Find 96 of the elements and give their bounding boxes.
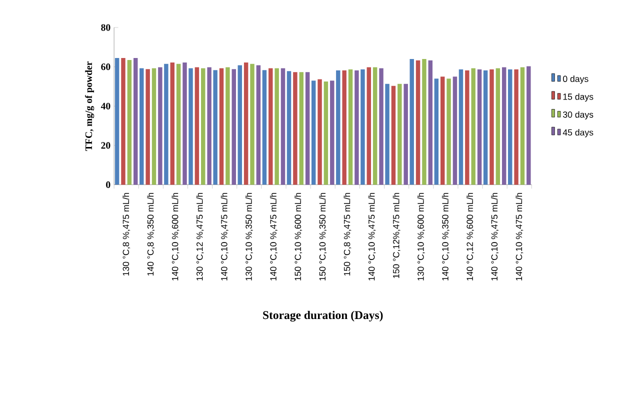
y-tick-label: 40 — [100, 102, 110, 110]
bar — [330, 80, 334, 185]
bar — [268, 68, 273, 185]
bar — [458, 69, 464, 185]
bar — [404, 84, 408, 185]
bar — [318, 79, 322, 185]
bar — [526, 66, 531, 185]
bar — [379, 68, 384, 185]
y-axis-title: TFC, mg/g of powder — [85, 62, 94, 151]
x-tick-label: 140 °C,10 %,600 mL/h — [172, 193, 180, 281]
bar — [452, 76, 458, 185]
bar — [520, 67, 525, 185]
legend-label: 30 days — [563, 111, 594, 120]
bar — [348, 69, 353, 185]
bar — [176, 64, 181, 185]
x-tick-label: 140 °C,12 %,600 mL/h — [466, 193, 474, 281]
bar — [366, 67, 372, 185]
x-tick-label: 140 °C,10 %,350 mL/h — [442, 193, 450, 281]
bar — [428, 60, 433, 185]
y-tick-label: 0 — [106, 182, 110, 188]
bar — [465, 70, 470, 185]
bar — [250, 64, 254, 185]
x-tick-label: 140 °C,10 %,475 mL/h — [270, 193, 278, 281]
x-tick-label: 140 °C,10 %,475 mL/h — [491, 193, 499, 281]
bar — [121, 58, 126, 185]
bar — [398, 84, 402, 185]
bar — [477, 69, 482, 185]
legend-label: 0 days — [563, 76, 588, 84]
bar — [274, 68, 279, 185]
bar — [146, 69, 150, 185]
y-tick-label: 80 — [101, 24, 110, 31]
bar — [496, 68, 500, 185]
legend-label: 15 days — [563, 93, 594, 102]
bar — [342, 70, 346, 185]
bar — [194, 67, 200, 185]
bar — [152, 68, 156, 185]
x-axis-title: Storage duration (Days) — [263, 310, 383, 322]
bar — [158, 67, 162, 185]
bar — [127, 60, 132, 185]
bar — [238, 65, 242, 185]
bar — [164, 64, 168, 185]
y-tick-label: 60 — [101, 64, 110, 70]
bar — [416, 60, 420, 185]
bar — [434, 78, 439, 185]
bar — [471, 68, 476, 185]
bar — [311, 80, 316, 185]
bar — [134, 58, 138, 185]
bar — [219, 68, 224, 185]
bar — [140, 68, 144, 185]
bar — [182, 62, 187, 185]
x-tick-label: 130 °C,10 %,350 mL/h — [245, 193, 253, 281]
bar — [256, 65, 261, 185]
bar — [508, 69, 512, 185]
bar — [483, 70, 488, 185]
bar — [372, 67, 378, 185]
bar — [490, 69, 494, 185]
bar — [286, 71, 292, 185]
x-tick-label: 130 °C,12 %,475 mL/h — [196, 193, 204, 281]
x-tick-label: 140 °C,10 %,475 mL/h — [220, 193, 228, 281]
x-tick-label: 140 °C,10 %,475 mL/h — [516, 193, 524, 281]
bar — [324, 82, 328, 185]
x-tick-label: 150 °C,10 %,600 mL/h — [294, 193, 302, 281]
bar — [391, 86, 396, 185]
bar — [514, 69, 518, 185]
x-tick-label: 150 °C,8 %,475 mL/h — [344, 193, 352, 276]
x-tick-label: 140 °C,10 %,475 mL/h — [368, 193, 376, 281]
bar — [226, 67, 230, 185]
bar — [188, 68, 193, 185]
bar — [262, 70, 267, 185]
bar — [280, 68, 286, 185]
bar — [385, 84, 390, 185]
bar — [201, 68, 206, 185]
bar — [410, 59, 414, 185]
legend-label: 45 days — [562, 129, 594, 138]
bar — [207, 67, 212, 185]
x-tick-label: 130 °C,10 %,600 mL/h — [417, 193, 425, 281]
bar — [354, 70, 359, 185]
x-tick-label: 150 °C,10 %,350 mL/h — [319, 193, 327, 281]
bar — [305, 72, 310, 185]
x-tick-label: 150 °C,12%,475 mL/h — [392, 193, 400, 278]
bar — [446, 78, 451, 185]
x-tick-label: 140 °C,8 %,350 mL/h — [147, 193, 155, 276]
bar — [170, 62, 174, 185]
y-tick-label: 20 — [101, 142, 110, 149]
bar — [293, 72, 298, 185]
bar — [360, 69, 365, 185]
bar — [440, 76, 445, 185]
bar — [232, 69, 236, 185]
bar — [244, 62, 248, 185]
bar — [114, 58, 120, 185]
bar — [299, 72, 304, 185]
x-tick-label: 130 °C,8 %,475 mL/h — [122, 193, 130, 276]
bar — [502, 67, 506, 185]
bar — [422, 59, 426, 185]
bar — [213, 70, 218, 185]
bar — [336, 70, 340, 185]
